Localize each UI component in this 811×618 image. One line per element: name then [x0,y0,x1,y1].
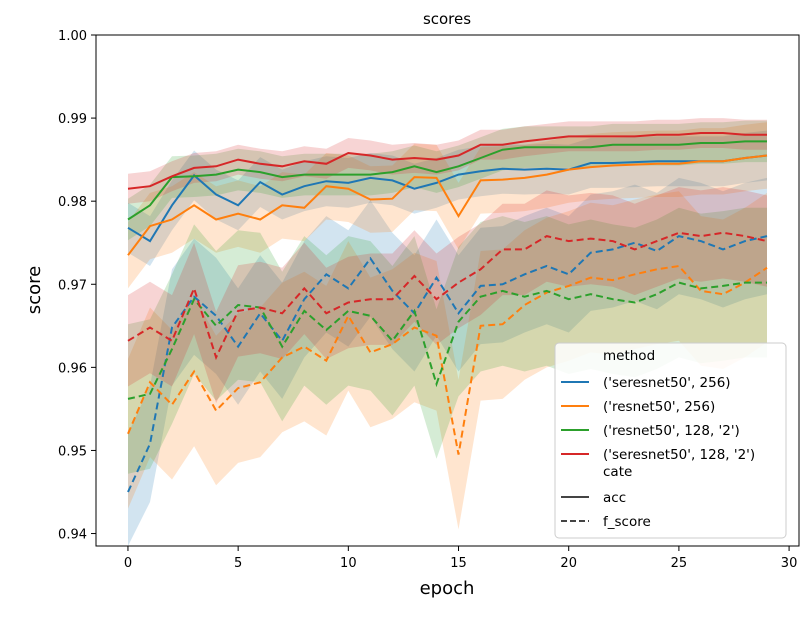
x-axis-title: epoch [420,578,475,599]
y-tick-label: 0.94 [58,528,87,543]
seresnet50-256-acc-line [127,154,768,243]
resnet50-256-f_score-line [127,264,768,455]
x-tick-label: 20 [560,556,577,571]
resnet50-256-acc-line [127,154,768,256]
legend-box [554,342,787,539]
x-tick-label: 25 [671,556,688,571]
legend-hue-entries: ('seresnet50', 256) ('resnet50', 256) ('re… [561,375,755,463]
series-lines [127,132,768,493]
legend-label-seresnet50-128-2: ('seresnet50', 128, '2') [603,447,755,463]
seresnet50-128-2-acc-line [127,132,767,190]
y-axis-title: score [24,266,45,314]
x-tick-label: 5 [234,556,242,571]
y-tick-label: 0.97 [58,278,87,293]
x-axis-ticks: 0 5 10 15 20 25 30 [124,546,798,571]
legend-style-title: cate [603,464,632,480]
legend-hue-title: method [603,348,655,364]
legend-label-resnet50-256: ('resnet50', 256) [603,399,715,415]
seresnet50-128-2-f_score-line [127,231,768,361]
resnet50-128-2-f_score-band [128,207,767,474]
legend-acc-label: acc [603,490,626,506]
y-tick-label: 0.99 [58,112,87,127]
y-tick-label: 1.00 [58,29,87,44]
resnet50-128-2-acc-band [128,120,767,241]
chart-title: scores [423,10,471,28]
legend-fscore-label: f_score [603,514,651,530]
resnet50-256-f_score-band [128,191,767,530]
y-tick-label: 0.98 [58,195,87,210]
seresnet50-256-f_score-line [127,235,768,493]
x-tick-label: 0 [124,556,132,571]
seresnet50-256-f_score-band [128,177,767,546]
x-tick-label: 10 [340,556,357,571]
plot-frame [95,34,800,547]
resnet50-128-2-f_score-line [127,281,767,400]
legend-label-seresnet50-256: ('seresnet50', 256) [603,375,731,391]
legend: method ('seresnet50', 256) ('resnet50', 2… [554,342,787,539]
y-tick-label: 0.96 [58,361,87,376]
x-tick-label: 15 [450,556,467,571]
y-tick-label: 0.95 [58,444,87,459]
seresnet50-128-2-acc-band [128,118,767,204]
legend-label-resnet50-128-2: ('resnet50', 128, '2') [603,423,740,439]
y-axis-ticks: 0.94 0.95 0.96 0.97 0.98 0.99 1.00 [58,29,96,543]
resnet50-128-2-acc-line [127,140,767,221]
x-tick-label: 30 [781,556,798,571]
